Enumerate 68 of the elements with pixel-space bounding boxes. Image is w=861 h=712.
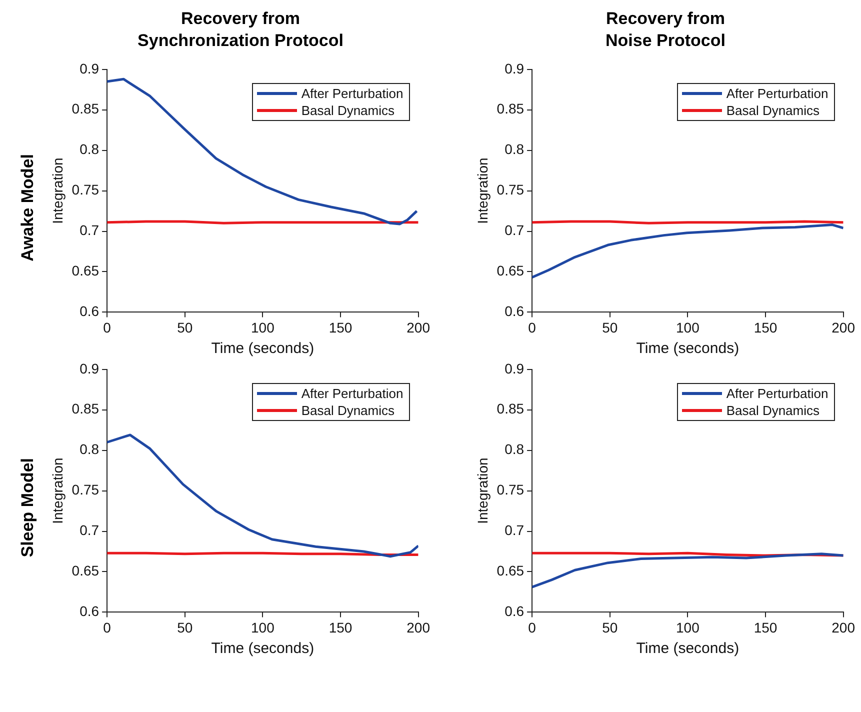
x-tick-label: 100 [251, 319, 275, 336]
y-tick-label: 0.7 [80, 522, 100, 538]
y-tick-label: 0.85 [72, 400, 100, 417]
x-tick-label: 200 [406, 619, 430, 636]
x-tick-label: 0 [103, 619, 112, 636]
x-tick-label: 100 [676, 619, 700, 636]
y-tick-label: 0.6 [504, 603, 524, 620]
y-tick-label: 0.7 [80, 222, 100, 238]
y-tick-label: 0.85 [496, 400, 524, 417]
chart-title: Recovery from Synchronization Protocol [136, 8, 344, 52]
x-tick-label: 0 [528, 319, 536, 336]
x-axis-title: Time (seconds) [211, 340, 314, 358]
x-tick-label: 150 [328, 619, 352, 636]
x-axis-title: Time (seconds) [211, 640, 314, 658]
y-tick-label: 0.65 [72, 262, 100, 279]
y-tick-label: 0.9 [504, 60, 524, 76]
y-tick-label: 0.8 [80, 141, 100, 158]
text: Sleep Model [18, 458, 38, 558]
x-tick-label: 50 [602, 319, 618, 336]
y-axis-title: Integration [49, 158, 66, 224]
y-axis-title: Integration [49, 458, 66, 524]
y-tick-label: 0.9 [504, 360, 524, 376]
chart-title: Recovery from Noise Protocol [604, 8, 726, 52]
text: Awake Model [18, 154, 38, 262]
y-tick-label: 0.75 [496, 182, 524, 198]
y-axis-title: Integration [474, 158, 490, 224]
y-tick-label: 0.85 [72, 100, 100, 117]
y-tick-label: 0.6 [80, 603, 100, 620]
x-tick-label: 100 [676, 319, 700, 336]
y-tick-label: 0.9 [80, 360, 100, 376]
x-tick-label: 100 [251, 619, 275, 636]
x-tick-label: 150 [754, 619, 778, 636]
y-tick-label: 0.8 [504, 141, 524, 158]
x-tick-label: 150 [328, 319, 352, 336]
y-axis-title: Integration [474, 458, 490, 524]
x-axis-title: Time (seconds) [636, 340, 740, 358]
x-tick-label: 50 [177, 619, 193, 636]
y-tick-label: 0.6 [504, 303, 524, 320]
legend-label: Basal Dynamics [726, 402, 820, 420]
y-tick-label: 0.65 [496, 562, 524, 579]
legend-label: Basal Dynamics [301, 102, 395, 120]
y-tick-label: 0.65 [496, 262, 524, 279]
x-tick-label: 200 [832, 619, 856, 636]
y-tick-label: 0.9 [80, 60, 100, 76]
x-tick-label: 0 [528, 619, 536, 636]
legend-label: Basal Dynamics [726, 102, 820, 120]
y-tick-label: 0.7 [504, 222, 524, 238]
x-tick-label: 50 [602, 619, 618, 636]
y-tick-label: 0.65 [72, 562, 100, 579]
y-tick-label: 0.75 [72, 482, 100, 498]
legend-label: After Perturbation [301, 85, 404, 102]
x-tick-label: 50 [177, 319, 193, 336]
x-tick-label: 200 [406, 319, 430, 336]
x-tick-label: 0 [103, 319, 112, 336]
y-tick-label: 0.7 [504, 522, 524, 538]
y-tick-label: 0.8 [504, 441, 524, 458]
y-tick-label: 0.8 [80, 441, 100, 458]
legend-label: After Perturbation [301, 385, 404, 402]
y-tick-label: 0.85 [496, 100, 524, 117]
legend-label: After Perturbation [726, 85, 828, 102]
x-tick-label: 200 [832, 319, 856, 336]
y-tick-label: 0.6 [80, 303, 100, 320]
x-axis-title: Time (seconds) [636, 640, 740, 658]
legend-label: Basal Dynamics [301, 402, 395, 420]
y-tick-label: 0.75 [72, 182, 100, 198]
x-tick-label: 150 [754, 319, 778, 336]
legend-label: After Perturbation [726, 385, 828, 402]
y-tick-label: 0.75 [496, 482, 524, 498]
